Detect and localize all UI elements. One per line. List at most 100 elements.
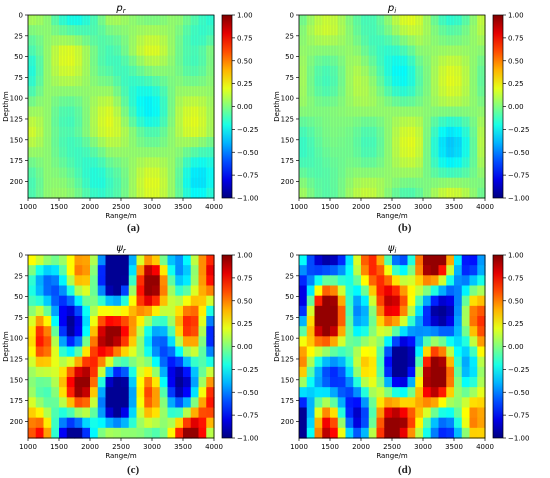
heatmap-cell [423, 86, 432, 97]
heatmap-cell [59, 45, 68, 57]
heatmap-cell [190, 265, 200, 276]
heatmap-cell [97, 157, 107, 169]
heatmap-cell [330, 15, 339, 26]
heatmap-cell [59, 387, 68, 398]
heatmap-cell [361, 157, 370, 169]
heatmap-cell [407, 157, 416, 169]
heatmap-cell [183, 265, 192, 276]
heatmap-cell [345, 356, 354, 368]
heatmap-cell [105, 45, 114, 57]
heatmap-cell [43, 177, 52, 189]
heatmap-cell [376, 417, 385, 429]
heatmap-cell [477, 387, 486, 398]
heatmap-cell [337, 397, 347, 409]
heatmap-cell [399, 15, 409, 26]
heatmap-cell [128, 25, 138, 36]
heatmap-cell [399, 316, 409, 327]
heatmap-cell [477, 377, 486, 388]
heatmap-cell [35, 265, 45, 276]
heatmap-cell [454, 76, 463, 87]
heatmap-cell [477, 407, 486, 419]
heatmap-cell [322, 147, 331, 158]
heatmap-cell [159, 167, 169, 179]
heatmap-cell [345, 387, 354, 398]
heatmap-cell [399, 35, 409, 47]
heatmap-cell [361, 15, 370, 26]
heatmap-cell [35, 45, 45, 57]
heatmap-cell [345, 275, 354, 287]
heatmap-cell [306, 356, 316, 368]
heatmap-cell [74, 116, 83, 128]
heatmap-cell [28, 126, 37, 138]
x-tick-label: 3500 [174, 443, 192, 451]
heatmap-cell [368, 137, 378, 148]
heatmap-cell [399, 126, 409, 138]
heatmap-cell [376, 106, 385, 118]
heatmap-cell [167, 305, 176, 317]
y-tick-label: 150 [10, 136, 23, 144]
heatmap-cell [90, 45, 99, 57]
heatmap-cell [399, 187, 409, 199]
heatmap-cell [144, 427, 153, 439]
heatmap-cell [353, 15, 362, 26]
heatmap-cell [446, 275, 455, 287]
heatmap-cell [392, 96, 401, 108]
heatmap-cell [105, 157, 114, 169]
heatmap-cell [28, 116, 37, 128]
heatmap-cell [461, 316, 471, 327]
heatmap-cell [206, 76, 215, 87]
heatmap-cell [469, 187, 478, 199]
heatmap-cell [90, 96, 99, 108]
heatmap-cell [82, 76, 91, 87]
heatmap-cell [376, 336, 385, 348]
heatmap-cell [90, 25, 99, 36]
heatmap-cell [322, 377, 331, 388]
heatmap-cell [121, 305, 130, 317]
heatmap-cell [43, 265, 52, 276]
heatmap-cell [51, 147, 60, 158]
heatmap-cell [28, 106, 37, 118]
heatmap-cell [337, 96, 347, 108]
heatmap-cell [337, 377, 347, 388]
heatmap-cell [399, 346, 409, 358]
heatmap-cell [152, 316, 161, 327]
heatmap-cell [128, 116, 138, 128]
heatmap-cell [97, 407, 107, 419]
heatmap-cell [407, 96, 416, 108]
colorbar-tick-label: 0.50 [508, 297, 524, 305]
heatmap-cell [35, 377, 45, 388]
heatmap-cell [384, 177, 393, 189]
heatmap-cell [198, 86, 207, 97]
heatmap-cell [183, 35, 192, 47]
heatmap-cell [97, 177, 107, 189]
heatmap-cell [159, 65, 169, 77]
heatmap-cell [446, 96, 455, 108]
heatmap-cell [407, 366, 416, 378]
heatmap-cell [121, 407, 130, 419]
heatmap-cell [144, 295, 153, 307]
heatmap-cell [384, 377, 393, 388]
heatmap-cell [90, 126, 99, 138]
heatmap-cell [376, 167, 385, 179]
heatmap-cell [353, 167, 362, 179]
heatmap-cell [206, 346, 215, 358]
heatmap-cell [144, 326, 153, 337]
heatmap-cell [314, 126, 323, 138]
heatmap-cell [376, 346, 385, 358]
heatmap-cell [361, 275, 370, 287]
heatmap-cell [345, 187, 354, 199]
heatmap-cell [152, 137, 161, 148]
heatmap-cell [183, 346, 192, 358]
heatmap-cell [461, 265, 471, 276]
heatmap-cell [353, 35, 362, 47]
heatmap-cell [152, 295, 161, 307]
heatmap-cell [59, 427, 68, 439]
heatmap-cell [35, 275, 45, 287]
heatmap-cell [446, 346, 455, 358]
heatmap-cell [66, 427, 76, 439]
heatmap-cell [90, 295, 99, 307]
heatmap-cell [59, 116, 68, 128]
heatmap-cell [446, 55, 455, 67]
heatmap-cell [97, 55, 107, 67]
heatmap-cell [330, 417, 339, 429]
